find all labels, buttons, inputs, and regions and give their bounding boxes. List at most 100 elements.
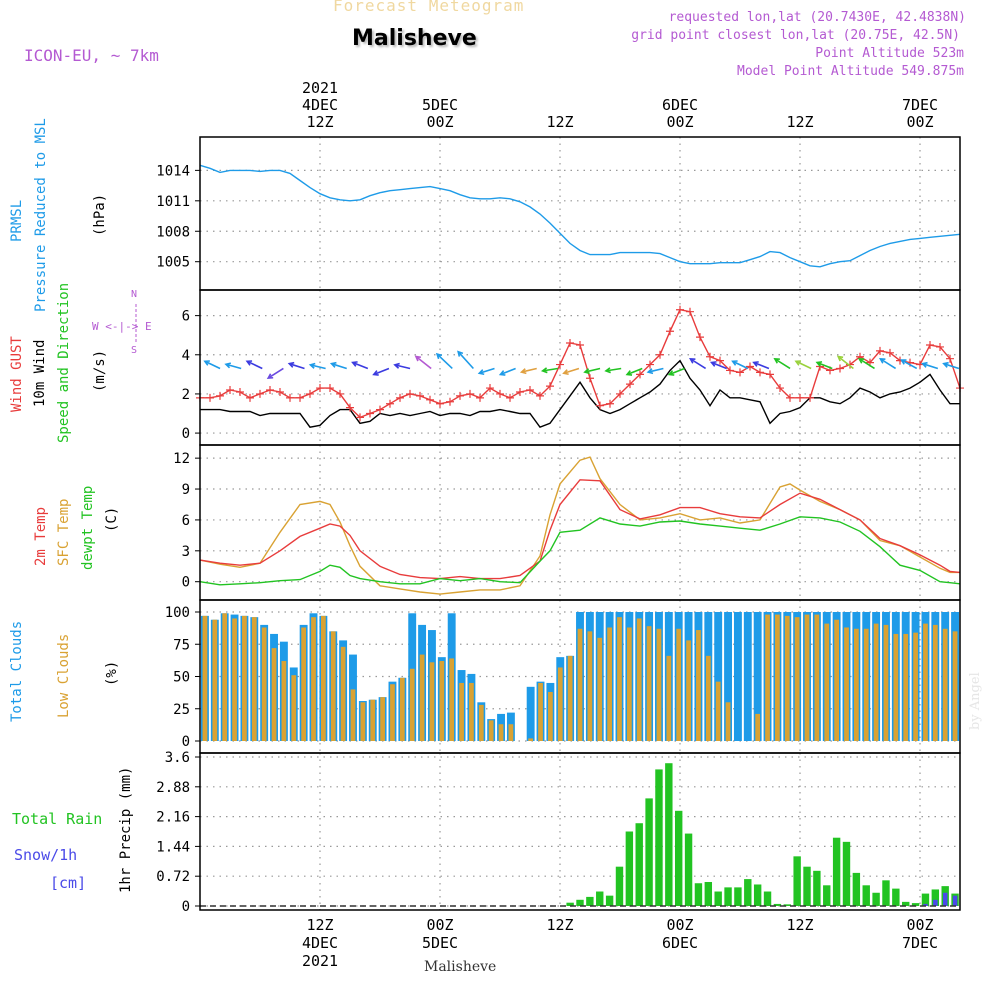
wind-gust-marker [636, 370, 644, 379]
low-clouds-bar [301, 627, 307, 741]
total-rain-bar [596, 891, 604, 906]
low-clouds-bar [804, 614, 810, 741]
total-rain-bar [655, 769, 663, 906]
clouds-unit-label: (%) [104, 660, 120, 686]
wind-gust-marker [656, 350, 664, 359]
wind-direction-arrow [329, 361, 347, 370]
top-time-label: 12Z [546, 113, 573, 131]
low-clouds-bar [952, 631, 958, 741]
wind-gust-marker [356, 413, 364, 422]
wind-direction-arrow [604, 367, 622, 374]
wind-gust-marker [546, 382, 554, 391]
top-time-label: 6DEC [662, 96, 698, 114]
low-clouds-bar [350, 689, 356, 741]
wind-direction-arrow [498, 367, 516, 376]
compass-we-label: W <-|-> E [92, 320, 152, 333]
total-rain-bar [783, 904, 791, 906]
y-tick-label: 4 [182, 348, 190, 364]
wind-direction-arrow [857, 357, 875, 370]
top-time-label: 7DEC [902, 96, 938, 114]
wind-direction-arrow [709, 361, 728, 370]
wind-gust-marker [366, 409, 374, 418]
low-clouds-bar [765, 614, 770, 741]
wind-gust-marker [476, 393, 484, 402]
total-rain-bar [615, 866, 624, 906]
wind-gust-marker [626, 380, 634, 389]
wind-gust-marker [686, 307, 694, 316]
bottom-time-label: 5DEC [422, 934, 458, 952]
bottom-time-label: 00Z [906, 916, 933, 934]
low-clouds-bar [538, 682, 543, 741]
wind-gust-marker [216, 391, 224, 400]
wind-unit-label: (m/s) [92, 349, 108, 392]
low-clouds-bar [528, 738, 534, 741]
low-clouds-bar [863, 628, 869, 741]
total-rain-bar [635, 823, 643, 906]
top-time-label: 00Z [906, 113, 933, 131]
panel-frame [199, 136, 961, 291]
footer-location: Malisheve [424, 959, 497, 975]
low-clouds-bar [784, 615, 790, 741]
wind-direction-arrow [372, 367, 390, 376]
low-clouds-bar [597, 637, 603, 741]
total-rain-bar [813, 870, 821, 906]
wind-direction-arrow [287, 361, 305, 370]
total-rain-bar [842, 841, 851, 906]
total-rain-bar [773, 903, 782, 906]
wind-gust-marker [666, 327, 674, 336]
y-tick-label: 25 [173, 702, 190, 718]
wind-gust-marker [406, 389, 414, 398]
wind-direction-arrow [689, 357, 707, 370]
low-clouds-bar [340, 646, 346, 741]
low-clouds-bar [360, 702, 366, 741]
wind-gust-marker [236, 387, 244, 396]
total-rain-bar [763, 891, 772, 906]
top-time-label: 5DEC [422, 96, 458, 114]
wind-gust-marker [436, 399, 444, 408]
wind-direction-arrow [519, 367, 537, 375]
low-clouds-bar [626, 627, 632, 741]
wind-gust-marker [326, 384, 334, 393]
wind-gust-marker [586, 374, 594, 383]
total-rain-bar [892, 888, 900, 906]
pressure-unit-label: (hPa) [92, 193, 108, 236]
snow-label: Snow/1h [14, 846, 78, 864]
total-rain-bar [576, 899, 584, 906]
wind-gust-marker [506, 393, 514, 402]
y-tick-label: 0 [182, 899, 190, 915]
wind-direction-arrow [393, 362, 411, 370]
wind-gust-marker [296, 393, 304, 402]
total-rain-bar [586, 896, 594, 906]
bottom-time-label: 4DEC [302, 934, 338, 952]
temp-2m-line [199, 479, 961, 580]
low-clouds-bar [696, 630, 701, 741]
low-clouds-bar [883, 624, 889, 741]
total-clouds-bar [753, 612, 762, 741]
y-tick-label: 100 [165, 605, 190, 621]
total-rain-bar [902, 901, 910, 906]
wind-gust-marker [606, 399, 614, 408]
low-clouds-bar [469, 682, 474, 741]
low-clouds-bar [370, 699, 376, 741]
wind-gust-marker [346, 403, 354, 412]
wind-gust-marker [676, 305, 684, 314]
low-clouds-bar [577, 628, 583, 741]
wind-gust-marker [776, 384, 784, 393]
y-tick-label: 0.72 [156, 869, 190, 885]
y-tick-label: 1.44 [156, 839, 190, 855]
total-rain-bar [704, 881, 713, 906]
temp-sfc-label: SFC Temp [56, 498, 72, 566]
y-tick-label: 50 [173, 670, 190, 686]
wind-gust-marker [536, 391, 544, 400]
header-top-title: Forecast Meteogram [333, 0, 525, 15]
total-rain-bar [753, 884, 762, 906]
low-clouds-bar [390, 684, 395, 741]
wind-gust-marker [386, 399, 394, 408]
top-time-label: 12Z [306, 113, 333, 131]
total-rain-bar [911, 903, 920, 906]
y-tick-label: 2.88 [156, 780, 190, 796]
top-time-label: 12Z [786, 113, 813, 131]
wind-direction-arrow [836, 355, 854, 370]
low-clouds-bar [548, 691, 553, 741]
wind-gust-marker [706, 352, 714, 361]
